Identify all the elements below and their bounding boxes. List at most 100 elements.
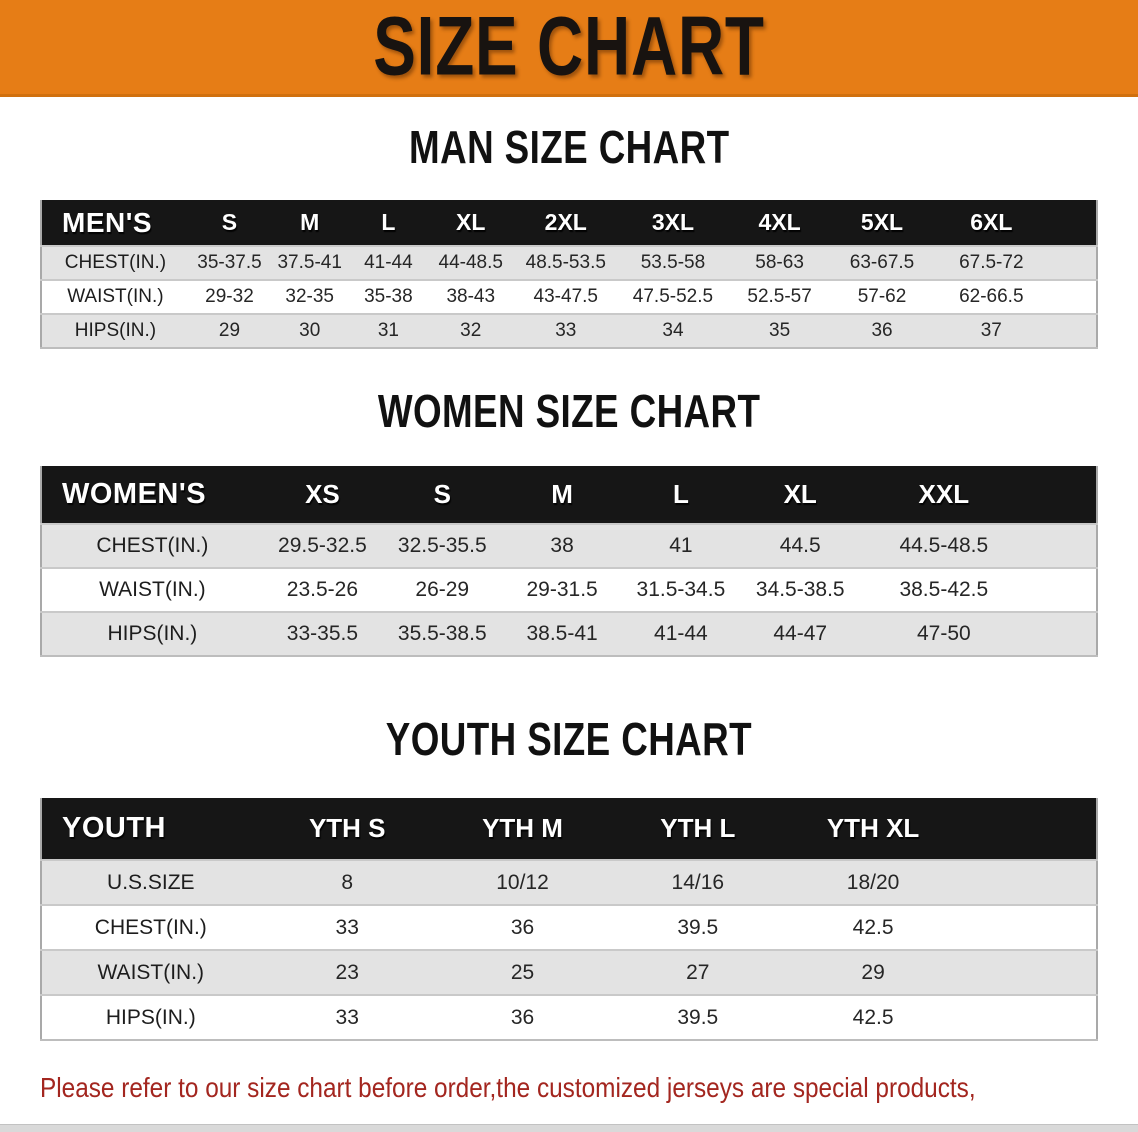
- table-row: WAIST(IN.) 23.5-26 26-29 29-31.5 31.5-34.5 34…: [41, 568, 1097, 612]
- size-value: 37.5-41: [277, 252, 342, 273]
- size-value: 41-44: [364, 252, 413, 273]
- size-value: 37: [980, 320, 1002, 341]
- measurement-label: CHEST(IN.): [96, 534, 209, 557]
- size-value: 36: [510, 915, 535, 939]
- measurement-label: CHEST(IN.): [94, 915, 207, 939]
- size-value: 36: [510, 1005, 535, 1029]
- table-row: CHEST(IN.) 33 36 39.5 42.5: [41, 905, 1097, 950]
- measurement-label: WAIST(IN.): [99, 578, 206, 601]
- size-value: 62-66.5: [959, 286, 1024, 307]
- spacer-cell: [961, 950, 1097, 995]
- measurement-label: HIPS(IN.): [74, 320, 157, 341]
- size-column-header: 2XL: [544, 209, 587, 235]
- size-value: 44-47: [773, 622, 828, 645]
- size-value: 31.5-34.5: [636, 578, 726, 601]
- size-column-header: L: [381, 209, 396, 235]
- size-column-header: S: [433, 479, 451, 509]
- size-value: 52.5-57: [747, 286, 812, 307]
- women-size-table-wrap: WOMEN'S XS S M L XL XXL CHEST(IN.) 29.5-32.5 32.5…: [40, 466, 1098, 657]
- youth-section-heading-text: YOUTH SIZE CHART: [385, 713, 753, 765]
- size-value: 8: [341, 870, 354, 894]
- table-title: YOUTH: [62, 812, 166, 844]
- size-value: 41: [669, 534, 693, 557]
- page-title: SIZE CHART: [373, 0, 765, 93]
- youth-size-table-wrap: YOUTH YTH S YTH M YTH L YTH XL U.S.SIZE 8 10/12…: [40, 798, 1098, 1041]
- table-row: HIPS(IN.) 33 36 39.5 42.5: [41, 995, 1097, 1040]
- size-value: 10/12: [496, 870, 549, 894]
- size-column-header: YTH XL: [826, 813, 920, 843]
- size-column-header: 6XL: [970, 209, 1013, 235]
- table-title: WOMEN'S: [62, 478, 207, 510]
- size-value: 39.5: [677, 915, 719, 939]
- spacer-cell: [1027, 524, 1097, 568]
- spacer-cell: [961, 905, 1097, 950]
- size-value: 39.5: [677, 1005, 719, 1029]
- measurement-label: HIPS(IN.): [107, 622, 198, 645]
- size-value: 33-35.5: [286, 622, 359, 645]
- women-section-heading-text: WOMEN SIZE CHART: [377, 385, 761, 437]
- size-column-header: XXL: [918, 479, 970, 509]
- size-value: 53.5-58: [640, 252, 706, 273]
- disclaimer-line-1: Please refer to our size chart before or…: [40, 1067, 1138, 1114]
- size-value: 26-29: [415, 578, 470, 601]
- measurement-label: CHEST(IN.): [64, 252, 167, 273]
- spacer-cell: [1049, 200, 1097, 246]
- size-value: 43-47.5: [533, 286, 598, 307]
- size-value: 38.5-41: [526, 622, 598, 645]
- size-value: 14/16: [671, 870, 725, 894]
- table-row: HIPS(IN.) 29 30 31 32 33 34 35 36 37: [41, 314, 1097, 348]
- size-value: 32-35: [285, 286, 335, 307]
- size-value: 32: [460, 320, 482, 341]
- size-value: 29-31.5: [526, 578, 598, 601]
- size-value: 38: [550, 534, 574, 557]
- size-value: 38-43: [446, 286, 496, 307]
- size-value: 44-48.5: [438, 252, 503, 273]
- size-value: 35-38: [364, 286, 413, 307]
- size-value: 41-44: [654, 622, 708, 645]
- men-size-table-wrap: MEN'S S M L XL 2XL 3XL 4XL 5XL 6XL CHEST(IN.) 35-37…: [40, 200, 1098, 349]
- size-value: 31: [377, 320, 399, 341]
- spacer-cell: [961, 995, 1097, 1040]
- size-value: 58-63: [755, 252, 804, 273]
- size-value: 38.5-42.5: [899, 578, 989, 601]
- size-value: 23: [335, 960, 359, 984]
- banner: SIZE CHART: [0, 0, 1138, 97]
- size-column-header: M: [551, 479, 573, 509]
- spacer-cell: [1049, 280, 1097, 314]
- table-header-row: WOMEN'S XS S M L XL XXL: [41, 466, 1097, 524]
- measurement-label: HIPS(IN.): [105, 1005, 196, 1029]
- size-column-header: M: [300, 209, 320, 235]
- size-value: 35.5-38.5: [397, 622, 487, 645]
- spacer-cell: [1027, 612, 1097, 656]
- size-value: 29.5-32.5: [278, 534, 367, 557]
- size-column-header: S: [221, 209, 238, 235]
- men-section-heading: MAN SIZE CHART: [0, 121, 1138, 182]
- size-value: 42.5: [852, 1005, 894, 1029]
- table-row: WAIST(IN.) 29-32 32-35 35-38 38-43 43-47.5 47.…: [41, 280, 1097, 314]
- men-size-section: MAN SIZE CHART MEN'S S M L XL 2XL 3XL 4XL 5XL 6XL…: [0, 121, 1138, 349]
- size-column-header: YTH S: [308, 813, 386, 843]
- size-value: 44.5: [779, 534, 821, 557]
- mens-size-table: MEN'S S M L XL 2XL 3XL 4XL 5XL 6XL CHEST(IN.) 35-37…: [40, 200, 1098, 349]
- disclaimer-line-1-text: Please refer to our size chart before or…: [40, 1072, 976, 1103]
- size-column-header: 5XL: [860, 209, 904, 235]
- disclaimer: Please refer to our size chart before or…: [40, 1067, 1138, 1132]
- table-row: WAIST(IN.) 23 25 27 29: [41, 950, 1097, 995]
- size-value: 33: [335, 915, 359, 939]
- size-value: 57-62: [857, 286, 907, 307]
- table-row: CHEST(IN.) 35-37.5 37.5-41 41-44 44-48.5 48.5…: [41, 246, 1097, 280]
- spacer-cell: [1027, 466, 1097, 524]
- size-value: 25: [510, 960, 535, 984]
- size-value: 48.5-53.5: [525, 252, 606, 273]
- size-value: 34.5-38.5: [755, 578, 845, 601]
- youth-size-section: YOUTH SIZE CHART YOUTH YTH S YTH M YTH L YTH…: [0, 713, 1138, 1041]
- table-row: CHEST(IN.) 29.5-32.5 32.5-35.5 38 41 44.5 44.5…: [41, 524, 1097, 568]
- size-value: 35-37.5: [197, 252, 262, 273]
- table-row: HIPS(IN.) 33-35.5 35.5-38.5 38.5-41 41-44 44-…: [41, 612, 1097, 656]
- table-header-row: YOUTH YTH S YTH M YTH L YTH XL: [41, 798, 1097, 860]
- size-value: 30: [299, 320, 321, 341]
- size-value: 47-50: [916, 622, 971, 645]
- size-column-header: 3XL: [651, 209, 695, 235]
- size-column-header: L: [672, 479, 689, 509]
